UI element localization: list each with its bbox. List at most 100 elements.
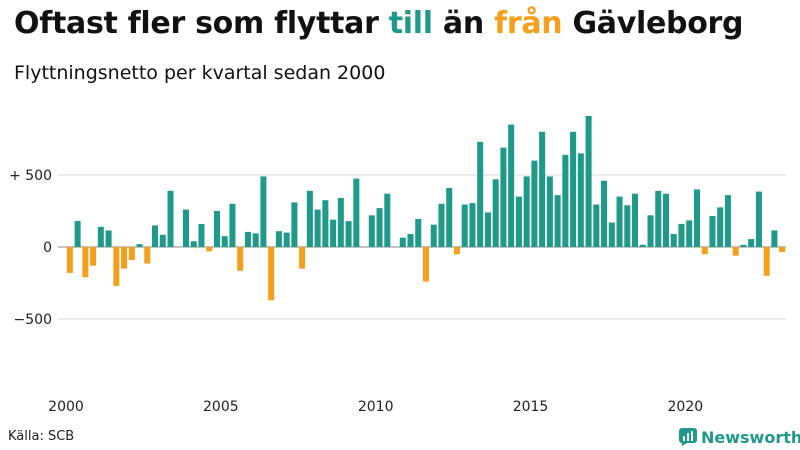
bar-2019K2 xyxy=(662,193,670,247)
bar-2010K2 xyxy=(384,193,391,247)
bar-2010K1 xyxy=(376,208,383,247)
bar-2014K4 xyxy=(523,176,530,247)
bar-2009K2 xyxy=(353,178,360,247)
bar-2003K4 xyxy=(182,209,190,247)
bar-2008K4 xyxy=(337,198,344,247)
chart-subtitle: Flyttningsnetto per kvartal sedan 2000 xyxy=(14,62,386,84)
bar-2014K2 xyxy=(508,124,515,247)
bar-2015K1 xyxy=(531,160,538,247)
bar-2021K3 xyxy=(732,247,739,256)
bar-2016K3 xyxy=(577,153,584,247)
bar-2002K3 xyxy=(144,247,151,264)
bar-2017K4 xyxy=(616,196,623,247)
bar-2008K2 xyxy=(322,200,329,247)
bar-2003K2 xyxy=(167,190,174,247)
bar-2009K1 xyxy=(345,221,352,247)
bar-2012K1 xyxy=(438,203,445,247)
bar-2004K4 xyxy=(213,211,220,247)
bar-2011K1 xyxy=(407,234,414,247)
bar-2011K3 xyxy=(422,247,430,282)
bar-2018K3 xyxy=(639,244,646,247)
bar-2000K3 xyxy=(82,247,89,278)
bar-2001K1 xyxy=(97,226,104,247)
bar-2020K4 xyxy=(709,216,716,247)
bar-2005K3 xyxy=(237,247,244,271)
bar-2020K2 xyxy=(693,189,700,247)
bar-2013K2 xyxy=(477,141,484,247)
bar-2021K2 xyxy=(724,195,731,247)
bar-2022K3 xyxy=(763,247,770,276)
bars xyxy=(66,115,786,301)
bar-2006K2 xyxy=(260,176,267,247)
bar-2022K2 xyxy=(755,191,762,247)
title-part1: Oftast fler som flyttar xyxy=(14,6,379,41)
bar-2015K2 xyxy=(539,131,546,247)
y-tick-label: + 500 xyxy=(9,168,52,184)
bar-2022K4 xyxy=(771,230,778,247)
bar-2010K4 xyxy=(399,237,406,247)
bar-2008K3 xyxy=(330,219,337,247)
y-axis-ticks: + 500 0 −500 xyxy=(9,168,52,328)
bar-2007K3 xyxy=(299,247,306,269)
bar-2013K1 xyxy=(469,203,476,247)
bar-2000K2 xyxy=(74,221,81,247)
bar-2005K4 xyxy=(244,231,251,247)
bar-2013K3 xyxy=(484,212,491,247)
x-tick-label: 2010 xyxy=(358,399,394,415)
bar-2020K3 xyxy=(701,247,708,255)
title-negative-word: från xyxy=(494,6,563,41)
bar-2000K1 xyxy=(66,247,73,273)
bar-2015K3 xyxy=(546,176,553,247)
bar-2012K3 xyxy=(453,247,460,255)
bar-2008K1 xyxy=(314,209,321,247)
bar-2000K4 xyxy=(90,247,97,266)
bar-2011K4 xyxy=(430,224,437,247)
bar-2006K3 xyxy=(268,247,275,301)
bar-2006K4 xyxy=(275,231,282,247)
bar-2002K2 xyxy=(136,244,143,247)
title-positive-word: till xyxy=(388,6,433,41)
bar-2015K4 xyxy=(554,195,561,247)
bar-2012K2 xyxy=(446,187,453,247)
bar-2001K2 xyxy=(105,230,112,247)
y-tick-label: 0 xyxy=(43,240,52,256)
x-tick-label: 2005 xyxy=(203,399,239,415)
bar-2016K4 xyxy=(585,115,592,248)
title-mid-word: än xyxy=(442,6,484,41)
grid-lines xyxy=(58,174,786,320)
x-tick-label: 2015 xyxy=(513,399,549,415)
bar-2021K1 xyxy=(717,207,724,247)
bar-2003K1 xyxy=(159,234,166,247)
bar-2014K3 xyxy=(515,196,522,247)
bar-2006K1 xyxy=(252,233,259,247)
bar-2023K1 xyxy=(779,247,786,253)
bar-2013K4 xyxy=(492,179,499,247)
bar-2002K4 xyxy=(152,225,159,247)
chart-title: Oftast fler som flyttar till än från Gäv… xyxy=(14,6,744,41)
bar-2018K1 xyxy=(624,205,631,247)
bar-2017K3 xyxy=(608,222,615,247)
bar-2001K3 xyxy=(113,247,120,286)
brand-logo: Newsworthy xyxy=(679,426,800,448)
bar-2001K4 xyxy=(121,247,128,269)
source-note: Källa: SCB xyxy=(8,429,75,444)
bar-2004K1 xyxy=(190,241,197,247)
bar-2019K3 xyxy=(670,234,677,247)
bar-2019K1 xyxy=(655,190,662,247)
y-tick-label: −500 xyxy=(14,312,52,328)
brand-name: Newsworthy xyxy=(701,427,800,447)
bar-2019K4 xyxy=(678,223,685,247)
bar-2017K1 xyxy=(593,204,600,247)
bar-2007K2 xyxy=(291,202,298,247)
bar-2004K2 xyxy=(198,223,205,247)
title-region: Gävleborg xyxy=(572,6,744,41)
bar-2007K1 xyxy=(283,232,290,247)
x-axis-ticks: 2000 2005 2010 2015 2020 xyxy=(48,399,703,415)
bar-2009K4 xyxy=(368,215,375,247)
bar-2020K1 xyxy=(686,220,693,247)
x-tick-label: 2020 xyxy=(668,399,704,415)
bar-2016K1 xyxy=(562,154,569,247)
bar-2018K2 xyxy=(632,193,639,247)
bar-2012K4 xyxy=(461,204,468,247)
